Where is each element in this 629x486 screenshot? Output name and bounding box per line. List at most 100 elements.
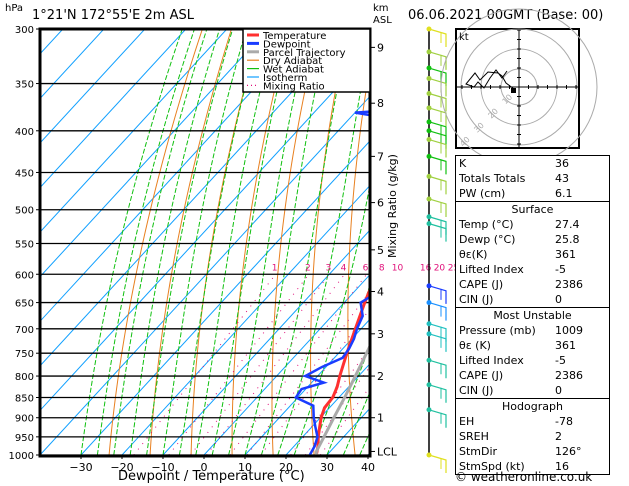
legend-label: Mixing Ratio xyxy=(263,81,325,92)
wind-barb xyxy=(428,302,447,321)
km-tick-label: 3 xyxy=(377,328,384,341)
wet-adiabat-line xyxy=(195,29,277,456)
dry-adiabat-line xyxy=(149,29,232,456)
hodograph-title: Hodograph xyxy=(502,400,563,413)
location-title: 1°21'N 172°55'E 2m ASL xyxy=(32,8,194,23)
dry-adiabat-line xyxy=(347,63,370,456)
y-tick-label: 500 xyxy=(15,206,34,217)
index-value: -5 xyxy=(555,354,566,367)
datetime-title: 06.06.2021 00GMT (Base: 00) xyxy=(408,8,604,23)
mixing-ratio-line xyxy=(290,346,370,456)
index-value: 27.4 xyxy=(555,218,580,231)
x-axis-label: Dewpoint / Temperature (°C) xyxy=(118,469,305,484)
legend-label: Wet Adiabat xyxy=(263,65,324,76)
wet-adiabat-line xyxy=(162,29,247,456)
mixing-ratio-label: 20 xyxy=(434,263,446,273)
index-value: -78 xyxy=(555,415,573,428)
wind-barb xyxy=(428,28,447,47)
wind-barb xyxy=(428,454,447,473)
index-row: SREH 2 xyxy=(456,429,609,444)
isotherm-line xyxy=(40,29,64,55)
wind-barb xyxy=(428,138,447,158)
index-label: StmDir xyxy=(459,445,498,458)
mixing-ratio-line xyxy=(319,385,370,456)
indices-top: K 36 Totals Totals 43 PW (cm) 6.1 xyxy=(456,156,609,202)
index-value: 2 xyxy=(555,430,562,443)
y-tick-label: 600 xyxy=(15,270,34,281)
index-row: StmDir 126° xyxy=(456,444,609,459)
index-label: θε (K) xyxy=(459,339,491,352)
index-value: 16 xyxy=(555,460,569,473)
km-tick-label: 7 xyxy=(377,150,384,163)
legend-label: Isotherm xyxy=(263,73,307,84)
index-label: K xyxy=(459,157,467,170)
wet-adiabat-line xyxy=(113,29,208,456)
km-tick-label: 9 xyxy=(377,41,384,54)
index-value: 0 xyxy=(555,293,562,306)
y-tick-label: 800 xyxy=(15,372,34,383)
mixing-ratio-label: 25 xyxy=(448,263,459,273)
isotherm-line xyxy=(40,29,105,100)
hodograph-unit-label: kt xyxy=(459,32,469,43)
legend-label: Temperature xyxy=(262,31,326,42)
index-value: 361 xyxy=(555,339,576,352)
dry-adiabat-line xyxy=(310,29,349,456)
x-tick-label: 40 xyxy=(361,461,375,474)
index-value: 2386 xyxy=(555,369,583,382)
y-tick-label: 400 xyxy=(15,127,34,138)
most-unstable-title: Most Unstable xyxy=(493,309,572,322)
height-unit-label: km ASL xyxy=(373,3,392,27)
isobars xyxy=(40,28,370,456)
index-label: Temp (°C) xyxy=(459,218,514,231)
index-value: 1009 xyxy=(555,324,583,337)
km-tick-label: 4 xyxy=(377,286,384,299)
legend-label: Dry Adiabat xyxy=(263,56,322,67)
plot-frame xyxy=(38,27,372,458)
index-row: CAPE (J) 2386 xyxy=(456,368,609,383)
index-value: 6.1 xyxy=(555,187,573,200)
y-tick-label: 850 xyxy=(15,393,34,404)
index-row: CIN (J) 0 xyxy=(456,383,609,398)
surface-title: Surface xyxy=(511,203,554,216)
km-tick-label: 8 xyxy=(377,97,384,110)
index-label: θε(K) xyxy=(459,248,488,261)
mixing-ratio-line xyxy=(190,273,330,456)
profiles xyxy=(294,110,370,456)
pressure-axis: 300 350 400 450 500 550 600 650 700 750 800 850 900 9… xyxy=(9,25,40,462)
x-tick-label: 0 xyxy=(201,461,208,474)
mixing-ratio-label: 3 xyxy=(326,263,332,273)
index-label: Dewp (°C) xyxy=(459,233,516,246)
hodograph-trace xyxy=(465,69,515,90)
mixing-ratio-line xyxy=(206,273,346,456)
index-row: CIN (J) 0 xyxy=(456,292,609,307)
dry-adiabat-line xyxy=(190,29,262,456)
credit-link[interactable]: © weatheronline.co.uk xyxy=(455,470,593,484)
wet-adiabat-line xyxy=(342,390,370,456)
dry-adiabat-line xyxy=(108,29,203,456)
mixing-ratio-axis-label: Mixing Ratio (g/kg) xyxy=(386,154,399,258)
y-tick-label: 1000 xyxy=(9,451,34,462)
height-unit-km: km xyxy=(373,3,389,14)
dewpoint-line xyxy=(294,110,370,456)
isotherm-line xyxy=(243,318,370,456)
x-tick-label: −30 xyxy=(69,461,92,474)
index-label: CIN (J) xyxy=(459,293,494,306)
index-value: 0 xyxy=(555,384,562,397)
wind-barb xyxy=(428,51,447,70)
wind-barbs xyxy=(426,26,447,473)
height-axis: 9 8 7 6 5 4 3 2 1 LCL xyxy=(370,41,398,458)
x-tick-label: 10 xyxy=(238,461,252,474)
mixing-ratio-label: 4 xyxy=(341,263,347,273)
index-row: Temp (°C) 27.4 xyxy=(456,217,609,232)
wind-barb xyxy=(428,92,447,112)
wind-barb xyxy=(428,409,447,428)
isotherm-line xyxy=(40,95,370,456)
index-row: Dewp (°C) 25.8 xyxy=(456,232,609,247)
mixing-ratio-label: 2 xyxy=(305,263,311,273)
index-row: K 36 xyxy=(456,156,609,171)
index-row: PW (cm) 6.1 xyxy=(456,186,609,201)
isotherm-line xyxy=(79,140,370,456)
legend-label: Dewpoint xyxy=(263,39,311,50)
index-row: Lifted Index -5 xyxy=(456,353,609,368)
